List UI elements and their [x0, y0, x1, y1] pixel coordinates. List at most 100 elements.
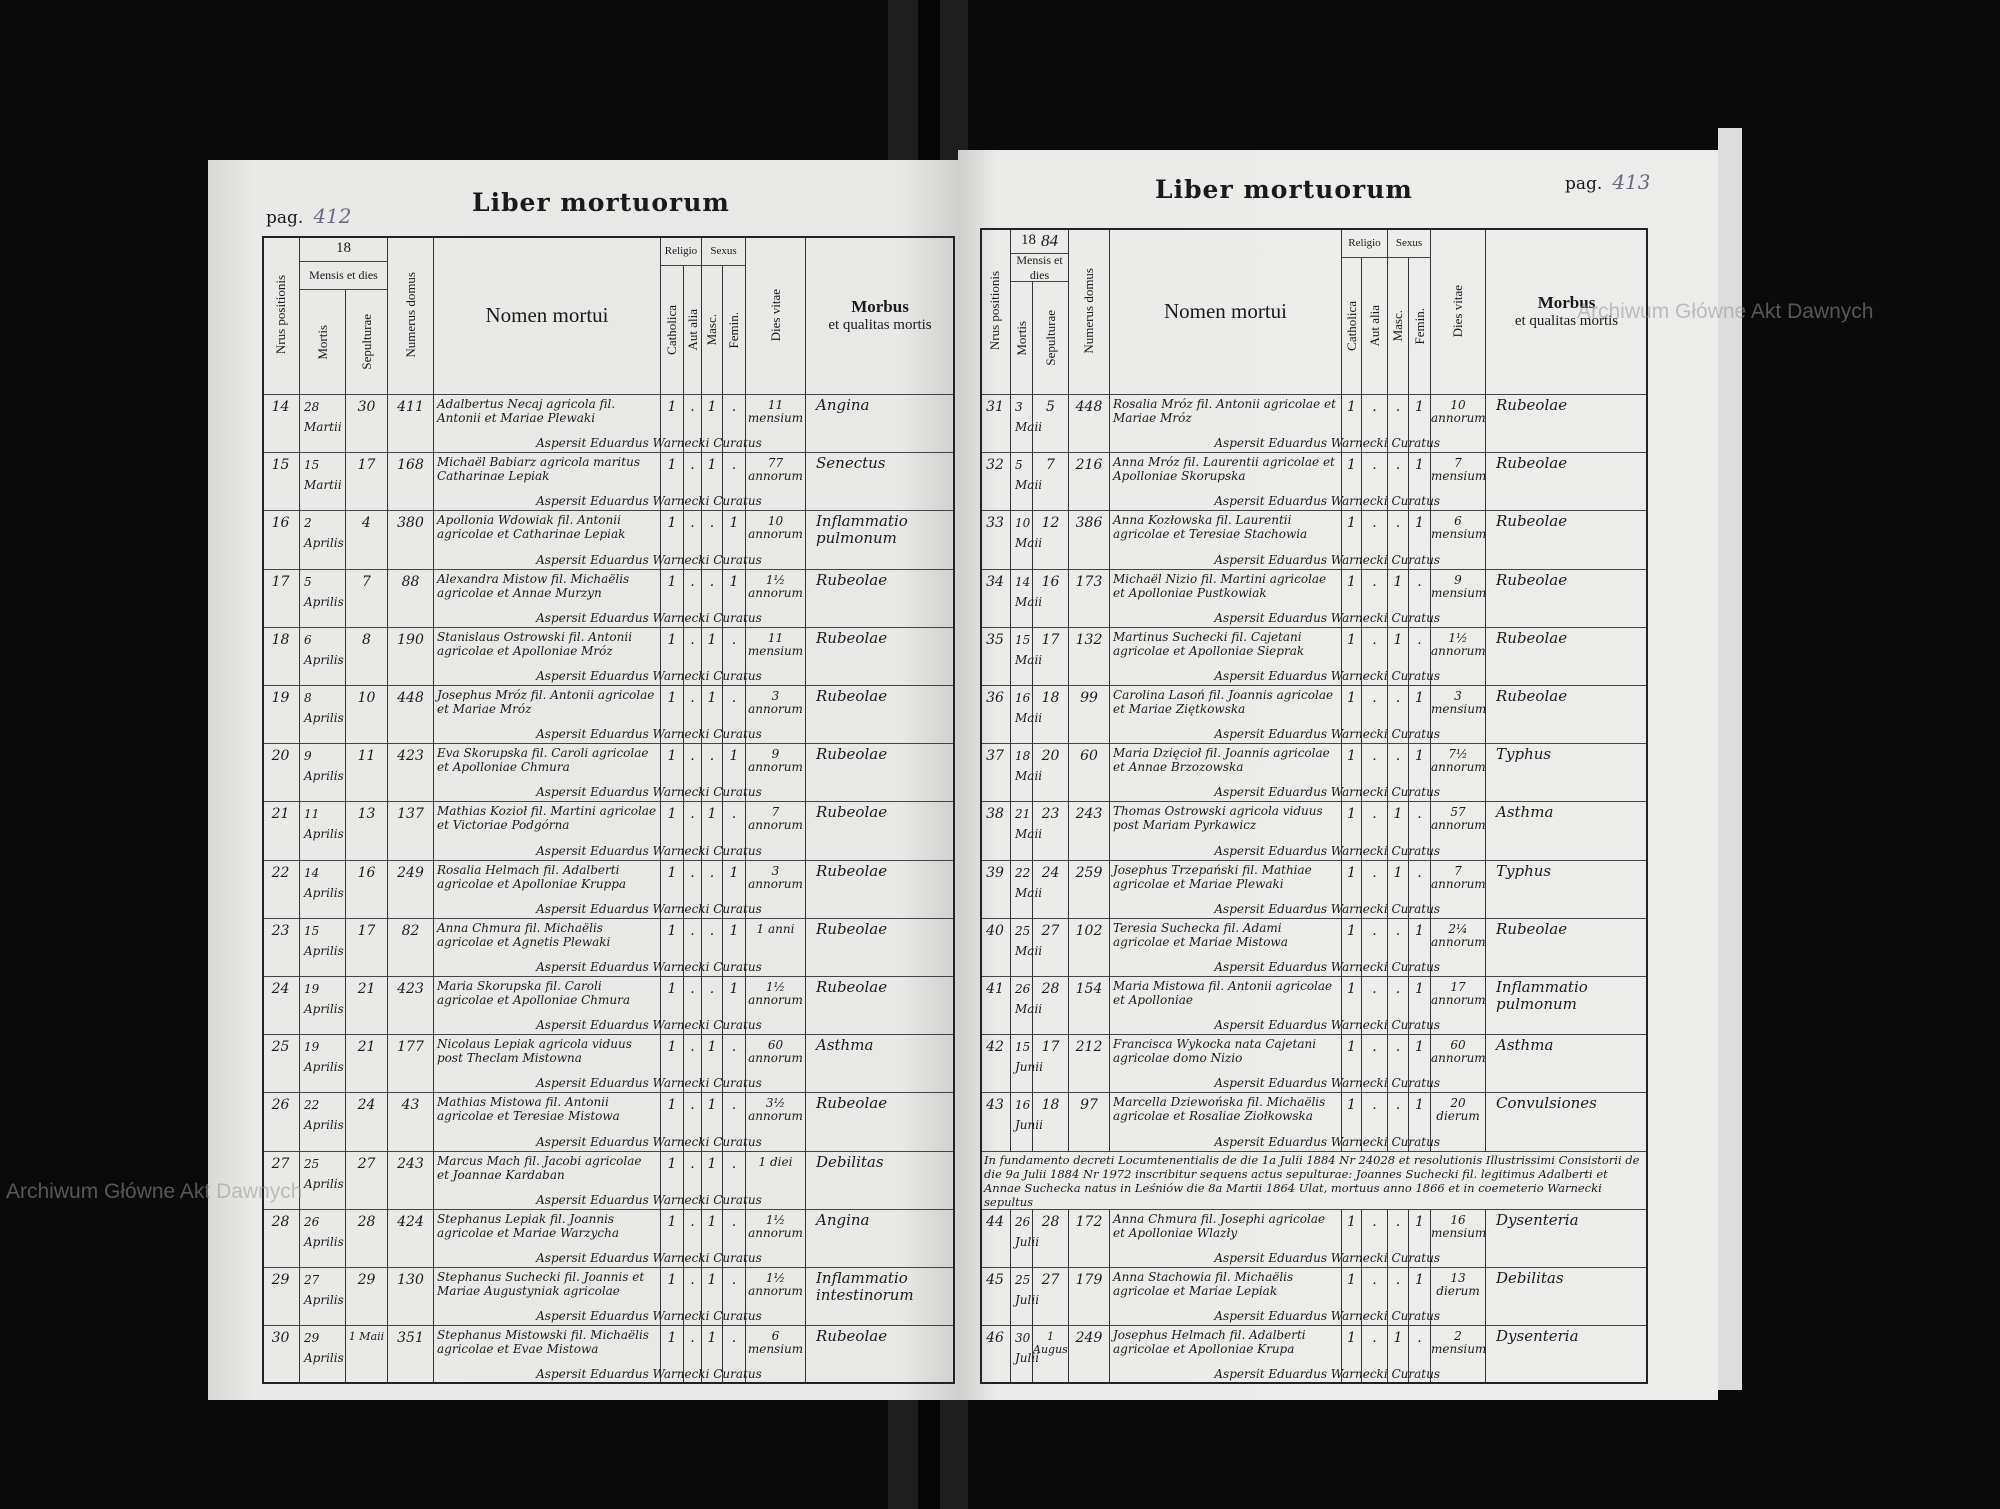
signature-line: Aspersit Eduardus Warnecki Curatus — [1214, 960, 1440, 974]
burial-date: 29 — [346, 1268, 388, 1327]
catholica-mark: 1 — [1342, 627, 1362, 686]
position-number: 31 — [980, 395, 1011, 454]
burial-date: 23 — [1033, 802, 1069, 861]
signature-line: Aspersit Eduardus Warnecki Curatus — [1214, 1367, 1440, 1382]
age-at-death: 7 annorum — [746, 802, 806, 861]
femin-mark: 1 — [1409, 977, 1431, 1036]
deceased-name: Nicolaus Lepiak agricola viduus post The… — [434, 1035, 661, 1094]
deceased-name: Stephanus Lepiak fil. Joannis agricolae … — [434, 1209, 661, 1268]
right-inscription-note: In fundamento decreti Locumtenentialis d… — [980, 1151, 1648, 1210]
aut-alia-mark: . — [1362, 1093, 1388, 1152]
left-header-morbus: Morbus et qualitas mortis — [806, 236, 955, 395]
position-number: 35 — [980, 627, 1011, 686]
signature-line: Aspersit Eduardus Warnecki Curatus — [536, 494, 762, 509]
aut-alia-mark: . — [684, 1093, 702, 1152]
house-number: 130 — [388, 1268, 434, 1327]
left-header-aut-alia-label: Aut alia — [684, 309, 700, 351]
deceased-name: Adalbertus Necaj agricola fil. Antonii e… — [434, 395, 661, 454]
position-number: 30 — [262, 1326, 300, 1385]
aut-alia-mark: . — [1362, 627, 1388, 686]
house-number: 60 — [1069, 744, 1110, 803]
burial-date: 17 — [346, 918, 388, 977]
masc-mark: . — [702, 977, 723, 1036]
house-number: 99 — [1069, 686, 1110, 745]
burial-date: 16 — [1033, 569, 1069, 628]
catholica-mark: 1 — [661, 1268, 684, 1327]
catholica-mark: 1 — [661, 918, 684, 977]
burial-date: 10 — [346, 686, 388, 745]
catholica-mark: 1 — [1342, 1268, 1362, 1327]
house-number: 259 — [1069, 860, 1110, 919]
left-header-sepulturae-label: Sepulturae — [358, 314, 374, 370]
catholica-mark: 1 — [1342, 453, 1362, 512]
masc-mark: . — [1388, 686, 1409, 745]
age-at-death: 7 annorum — [1431, 860, 1486, 919]
age-at-death: 1½ annorum — [746, 569, 806, 628]
catholica-mark: 1 — [1342, 511, 1362, 570]
catholica-mark: 1 — [661, 744, 684, 803]
death-date-cell — [1011, 977, 1033, 1036]
femin-mark: 1 — [723, 744, 746, 803]
death-date: 14 Aprilis — [304, 865, 344, 900]
left-header-dies-vitae-label: Dies vitae — [767, 288, 783, 342]
death-date-cell — [1011, 569, 1033, 628]
right-header-sepulturae-label: Sepulturae — [1042, 310, 1058, 366]
age-at-death: 6 mensium — [1431, 511, 1486, 570]
catholica-mark: 1 — [1342, 860, 1362, 919]
age-at-death: 77 annorum — [746, 453, 806, 512]
position-number: 45 — [980, 1268, 1011, 1327]
masc-mark: . — [1388, 1268, 1409, 1327]
house-number: 424 — [388, 1209, 434, 1268]
aut-alia-mark: . — [684, 1268, 702, 1327]
house-number: 411 — [388, 395, 434, 454]
house-number: 423 — [388, 977, 434, 1036]
deceased-name: Maria Skorupska fil. Caroli agricolae et… — [434, 977, 661, 1036]
left-header-masc: Masc. — [702, 266, 723, 395]
death-date: 25 Maii — [1015, 923, 1043, 958]
right-header-dies-vitae-label: Dies vitae — [1450, 284, 1465, 338]
signature-line: Aspersit Eduardus Warnecki Curatus — [1214, 1134, 1440, 1149]
right-header-catholica-label: Catholica — [1343, 301, 1359, 351]
signature-line: Aspersit Eduardus Warnecki Curatus — [1214, 436, 1440, 451]
signature-line: Aspersit Eduardus Warnecki Curatus — [1214, 1251, 1440, 1265]
position-number: 16 — [262, 511, 300, 570]
left-header-aut-alia: Aut alia — [684, 266, 702, 395]
burial-date: 27 — [1033, 918, 1069, 977]
death-date-cell — [300, 977, 346, 1036]
femin-mark: . — [723, 395, 746, 454]
right-book-title: Liber mortuorum — [1155, 175, 1413, 204]
deceased-name: Anna Kozłowska fil. Laurentii agricolae … — [1110, 511, 1342, 570]
death-date-cell — [300, 1151, 346, 1210]
masc-mark: . — [702, 744, 723, 803]
masc-mark: . — [702, 860, 723, 919]
signature-line: Aspersit Eduardus Warnecki Curatus — [536, 1309, 762, 1324]
book-strap-top — [888, 0, 968, 165]
position-number: 17 — [262, 569, 300, 628]
left-header-sepulturae: Sepulturae — [346, 290, 388, 395]
burial-date: 21 — [346, 1035, 388, 1094]
femin-mark: . — [723, 627, 746, 686]
aut-alia-mark: . — [684, 977, 702, 1036]
masc-mark: 1 — [702, 1093, 723, 1152]
death-date: 22 Maii — [1015, 865, 1043, 900]
right-header-sepulturae: Sepulturae — [1033, 282, 1069, 395]
left-header-year: 18 — [300, 236, 388, 262]
masc-mark: 1 — [1388, 569, 1409, 628]
signature-line: Aspersit Eduardus Warnecki Curatus — [536, 610, 762, 625]
death-date: 16 Maii — [1015, 691, 1043, 725]
age-at-death: 13 dierum — [1431, 1268, 1486, 1327]
burial-date: 13 — [346, 802, 388, 861]
age-at-death: 3 annorum — [746, 686, 806, 745]
aut-alia-mark: . — [1362, 686, 1388, 745]
burial-date: 8 — [346, 627, 388, 686]
deceased-name: Rosalia Mróz fil. Antonii agricolae et M… — [1110, 395, 1342, 454]
death-date-cell — [1011, 1093, 1033, 1152]
cause-of-death: Inflammatio pulmonum — [806, 511, 955, 570]
burial-date: 30 — [346, 395, 388, 454]
masc-mark: . — [702, 918, 723, 977]
age-at-death: 10 annorum — [746, 511, 806, 570]
aut-alia-mark: . — [684, 686, 702, 745]
left-header-mensis: Mensis et dies — [300, 262, 388, 290]
burial-date: 7 — [346, 569, 388, 628]
aut-alia-mark: . — [1362, 569, 1388, 628]
